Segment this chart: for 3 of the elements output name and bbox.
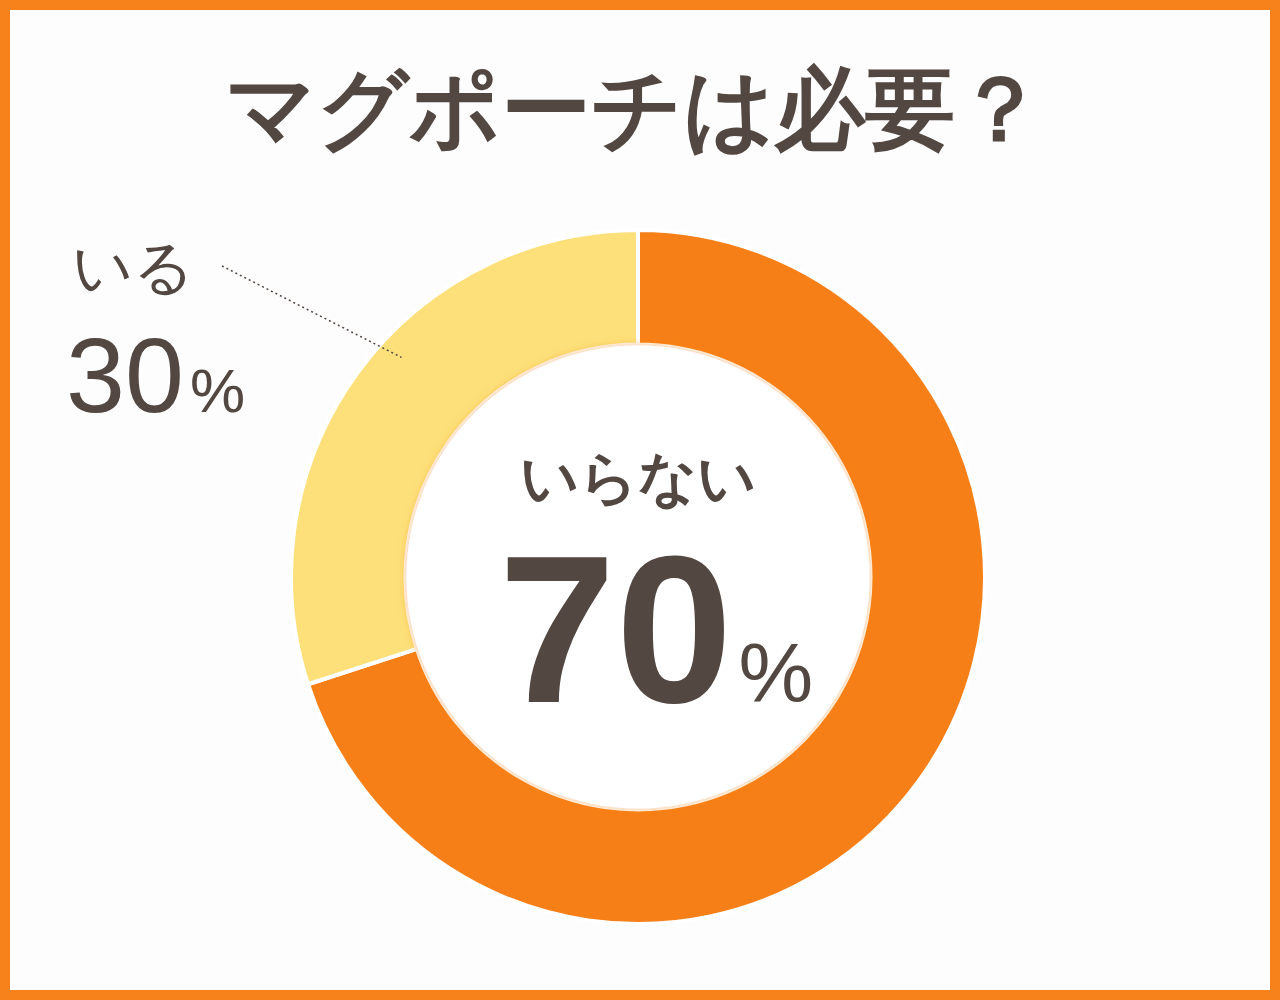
slice-label: いる [72, 234, 194, 301]
title: マグポーチは必要？ [225, 59, 1045, 159]
data-label: 30% [66, 316, 246, 434]
